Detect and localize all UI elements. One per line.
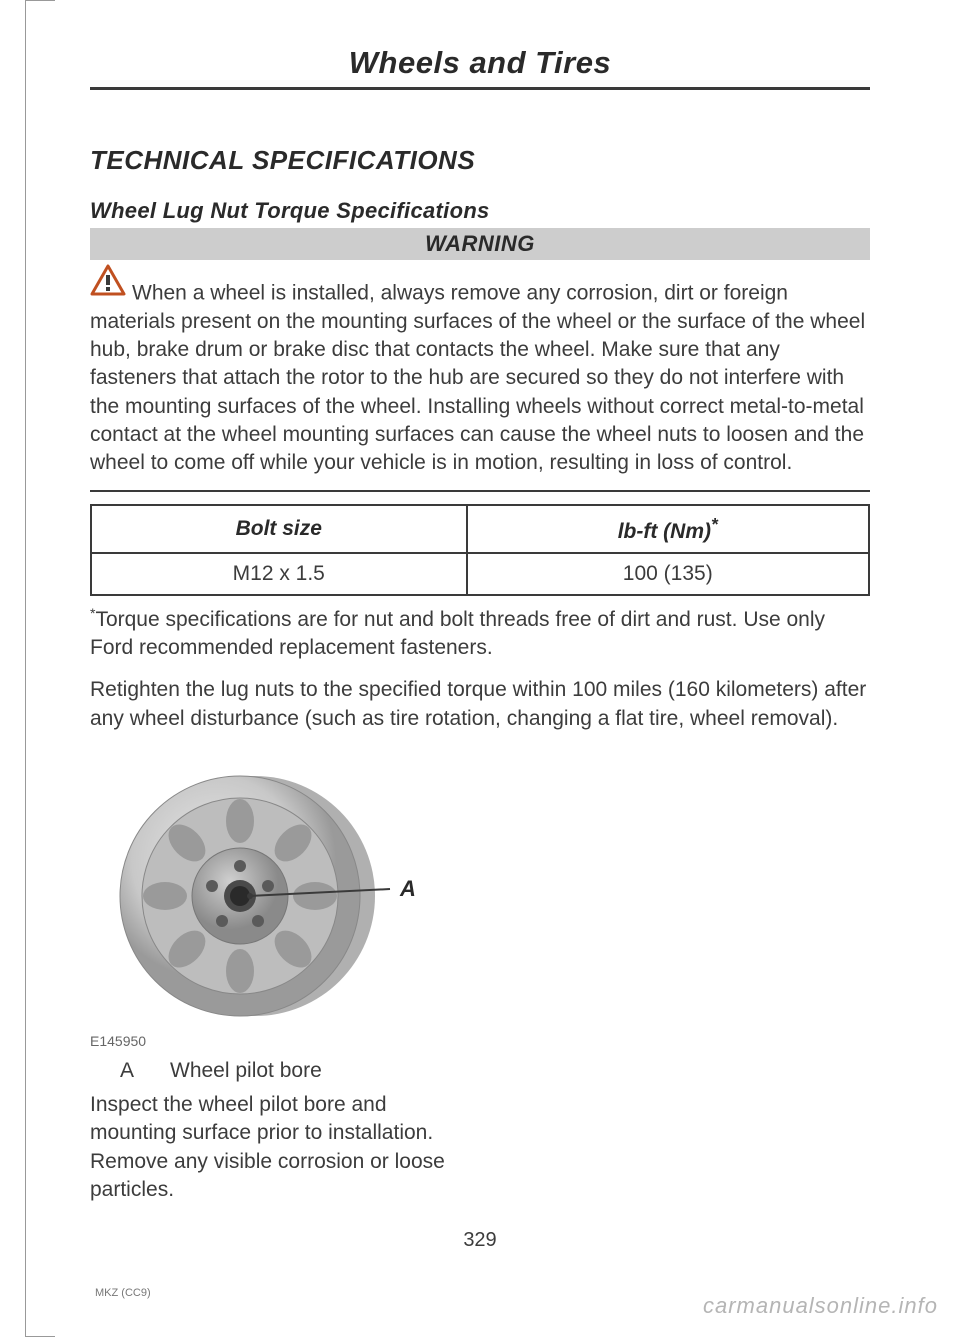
legend-key: A <box>120 1059 170 1083</box>
inspect-paragraph: Inspect the wheel pilot bore and mountin… <box>90 1091 450 1204</box>
title-rule <box>90 87 870 90</box>
th-label: Bolt size <box>236 517 322 540</box>
footnote: *Torque specifications are for nut and b… <box>90 604 870 663</box>
page-content: Wheels and Tires TECHNICAL SPECIFICATION… <box>90 45 870 1205</box>
table-cell-bolt: M12 x 1.5 <box>91 553 467 595</box>
retighten-paragraph: Retighten the lug nuts to the specified … <box>90 676 870 733</box>
diagram-code: E145950 <box>90 1033 430 1049</box>
legend-row: A Wheel pilot bore <box>120 1059 430 1083</box>
table-row: M12 x 1.5 100 (135) <box>91 553 869 595</box>
table-header-bolt: Bolt size <box>91 505 467 553</box>
chapter-title: Wheels and Tires <box>90 45 870 81</box>
warning-triangle-icon <box>90 264 126 304</box>
footnote-text: Torque specifications are for nut and bo… <box>90 608 825 659</box>
subsection-title: Wheel Lug Nut Torque Specifications <box>90 198 870 224</box>
warning-text: When a wheel is installed, always remove… <box>90 281 865 474</box>
wheel-svg <box>90 761 430 1031</box>
diagram-callout-a: A <box>400 876 416 902</box>
page-number: 329 <box>0 1229 960 1252</box>
warning-header: WARNING <box>90 228 870 260</box>
wheel-diagram-block: A E145950 A Wheel pilot bore Inspect the… <box>90 761 430 1204</box>
legend-text: Wheel pilot bore <box>170 1059 322 1083</box>
th-sup: * <box>711 514 718 534</box>
table-header-torque: lb-ft (Nm)* <box>467 505 869 553</box>
watermark: carmanualsonline.info <box>703 1293 938 1319</box>
warning-bottom-rule <box>90 490 870 492</box>
page-crop-border <box>25 0 55 1337</box>
table-header-row: Bolt size lb-ft (Nm)* <box>91 505 869 553</box>
wheel-diagram: A <box>90 761 430 1031</box>
warning-body: When a wheel is installed, always remove… <box>90 264 870 478</box>
torque-spec-table: Bolt size lb-ft (Nm)* M12 x 1.5 100 (135… <box>90 504 870 596</box>
table-cell-torque: 100 (135) <box>467 553 869 595</box>
th-label: lb-ft (Nm) <box>618 520 711 543</box>
diagram-legend: A Wheel pilot bore <box>120 1059 430 1083</box>
footer-model-code: MKZ (CC9) <box>95 1287 151 1299</box>
section-title: TECHNICAL SPECIFICATIONS <box>90 145 870 176</box>
